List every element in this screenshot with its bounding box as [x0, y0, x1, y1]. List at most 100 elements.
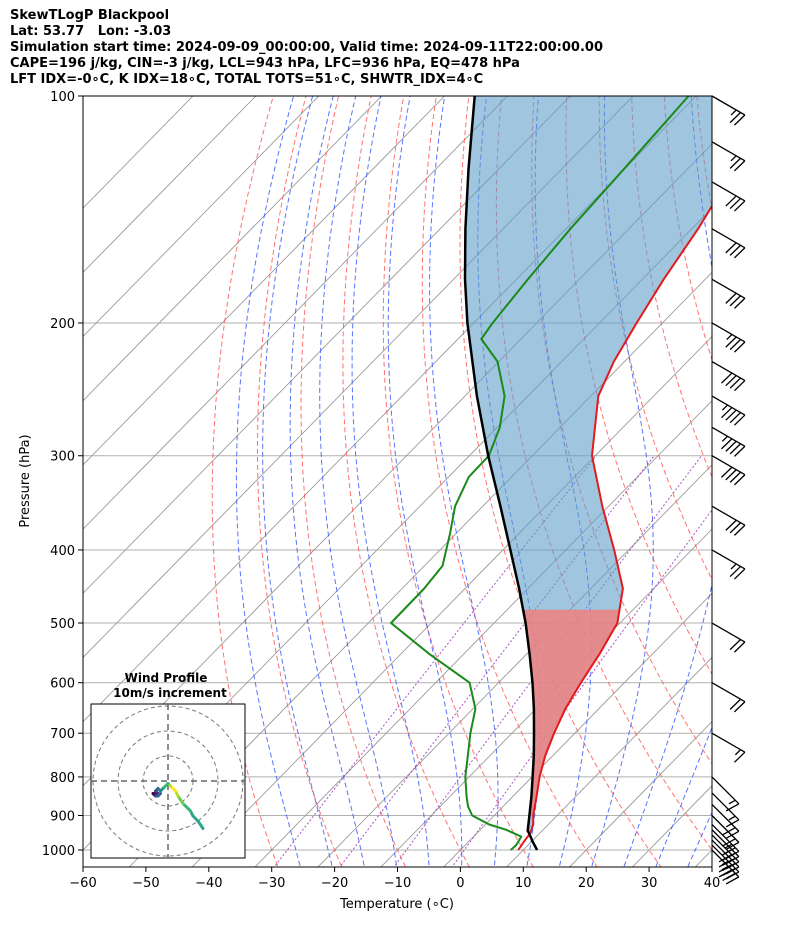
dry-adiabat: [257, 96, 343, 867]
wind-barb-flag: [725, 871, 740, 880]
dry-adiabat: [342, 96, 470, 867]
wind-barb-flag: [725, 861, 740, 870]
shaded-regions: [465, 96, 712, 832]
isotherm: [83, 96, 194, 209]
wind-barb-flag: [729, 639, 742, 651]
wind-barb-staff: [711, 549, 746, 570]
cin-shading: [523, 609, 620, 816]
wind-barb-half-flag: [726, 334, 733, 341]
wind-barb-staff: [711, 803, 740, 832]
wind-barb-flag: [733, 297, 746, 309]
wind-barb-flag: [725, 292, 737, 304]
wind-barb-flag: [733, 524, 746, 536]
wind-barb-staff: [711, 834, 740, 863]
wind-barb-flag: [729, 157, 742, 169]
y-axis-title: Pressure (hPa): [18, 434, 33, 527]
wind-barb: [711, 732, 746, 763]
x-tick-label: −20: [321, 876, 348, 891]
wind-barb-flag: [729, 197, 742, 210]
x-axis: −60 −50 −40 −30 −20 −10 0 10 20 30 40: [69, 867, 720, 891]
wind-barb-staff: [711, 278, 746, 299]
y-tick-label: 800: [50, 771, 75, 786]
wind-barb-flag: [722, 838, 736, 847]
wind-barb-flag: [725, 440, 737, 452]
wind-barb-flag: [733, 247, 746, 259]
wind-barb-staff: [711, 829, 740, 858]
wind-barb-half-flag: [734, 749, 742, 756]
wind-barb-half-flag: [730, 109, 737, 116]
wind-barb-flag: [721, 407, 733, 419]
wind-barb-half-flag: [730, 155, 737, 162]
wind-barb-flag: [725, 830, 740, 839]
wind-barb-staff: [711, 732, 746, 753]
dry-adiabat: [421, 96, 598, 867]
moist-adiabat: [387, 96, 463, 867]
cape-line: CAPE=196 j/kg, CIN=-3 j/kg, LCL=943 hPa,…: [10, 56, 520, 71]
wind-barb-flag: [725, 850, 740, 859]
location-line: Lat: 53.77 Lon: -3.03: [10, 24, 172, 39]
wind-barb: [711, 682, 746, 713]
wind-barb-flag: [733, 160, 746, 172]
x-tick-label: 10: [515, 876, 532, 891]
wind-barb: [711, 776, 740, 812]
wind-barb: [711, 426, 746, 457]
wind-barb-flag: [729, 698, 742, 710]
wind-barb-staff: [711, 815, 740, 843]
wind-barb-flag: [725, 195, 737, 207]
hodograph-segment: [176, 794, 185, 805]
isotherm: [443, 592, 712, 867]
wind-barb: [711, 95, 746, 126]
wind-barb-flag: [733, 568, 746, 580]
wind-barb-flag: [725, 841, 740, 851]
wind-barb: [711, 360, 746, 392]
wind-barb-flag: [729, 244, 742, 256]
wind-barb-flag: [733, 474, 746, 486]
wind-barb-flag: [733, 341, 746, 353]
wind-barb-flag: [725, 866, 740, 875]
wind-barb-staff: [711, 622, 746, 643]
wind-barb-half-flag: [721, 435, 729, 442]
x-axis-title: Temperature (∘C): [339, 897, 454, 912]
wind-barb-flag: [733, 701, 746, 713]
wind-barb-half-flag: [725, 843, 733, 849]
wind-barb-flag: [733, 200, 746, 212]
moist-adiabat: [289, 96, 365, 867]
wind-barb: [711, 824, 740, 859]
wind-barb: [711, 395, 746, 426]
wind-barb: [711, 549, 746, 580]
wind-barb-flag: [733, 414, 746, 426]
wind-barb-flag: [733, 445, 746, 457]
wind-barb-staff: [711, 141, 746, 162]
wind-barb-half-flag: [721, 404, 729, 411]
dry-adiabat: [726, 62, 794, 882]
moist-adiabat: [591, 96, 654, 867]
wind-barb-flag: [722, 827, 736, 836]
isotherm: [317, 464, 712, 867]
hodograph-subtitle: 10m/s increment: [113, 686, 227, 700]
wind-barb-flag: [733, 751, 746, 763]
x-tick-label: −10: [384, 876, 411, 891]
wind-barb-flag: [729, 112, 742, 124]
wind-barb-staff: [711, 228, 746, 249]
moist-adiabat: [262, 96, 333, 867]
wind-barb-flag: [729, 565, 742, 578]
y-tick-label: 300: [50, 450, 75, 465]
wind-barb: [711, 815, 740, 851]
wind-barb: [711, 505, 746, 536]
parcel-line: [463, 96, 539, 851]
wind-barb-flag: [725, 336, 737, 348]
wind-barb-flag: [721, 466, 733, 478]
wind-barb: [711, 181, 746, 212]
x-tick-label: −30: [258, 876, 285, 891]
wind-barb-flag: [721, 438, 733, 450]
wind-barb-staff: [711, 776, 740, 805]
wind-barb-half-flag: [728, 815, 736, 821]
wind-barb-half-flag: [728, 799, 736, 805]
y-tick-label: 700: [50, 727, 75, 742]
profile-lines: [390, 96, 712, 851]
wind-barb: [711, 803, 740, 839]
wind-barb: [711, 141, 746, 172]
y-tick-label: 100: [50, 90, 75, 105]
wind-barb-flag: [733, 114, 746, 126]
